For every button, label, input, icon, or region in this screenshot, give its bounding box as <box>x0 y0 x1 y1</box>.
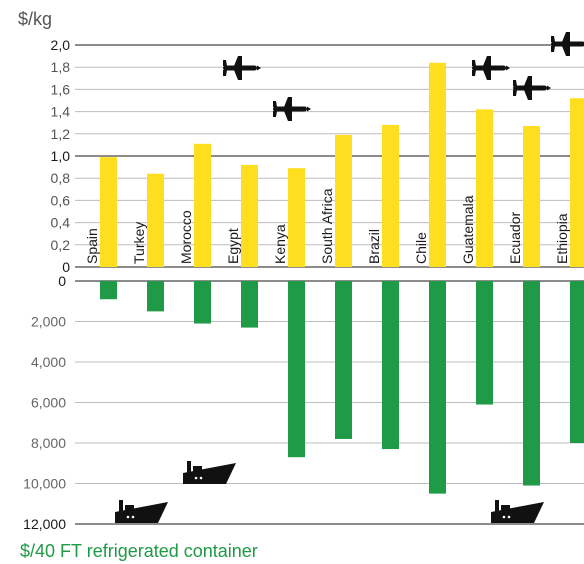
country-label: Kenya <box>272 224 288 264</box>
bottom-bar <box>429 281 446 494</box>
bottom-bar <box>100 281 117 300</box>
country-label: Spain <box>84 228 100 264</box>
plane-icon <box>513 76 551 100</box>
bottom-bar <box>147 281 164 312</box>
bottom-y-tick-label: 12,000 <box>23 516 66 532</box>
tick-labels: 0 0,2 0,4 0,6 0,8 1,0 1,2 1,4 1,6 1,8 2,0 0 2,000 4,0… <box>23 37 70 532</box>
country-label: Egypt <box>225 228 241 264</box>
plane-icon <box>551 32 584 56</box>
top-y-tick-label: 0,2 <box>51 237 71 253</box>
top-y-tick-label: 0,8 <box>51 170 71 186</box>
bottom-bars <box>100 281 584 494</box>
top-y-tick-label: 0 <box>62 259 70 275</box>
country-label: Guatemala <box>460 195 476 264</box>
bottom-y-tick-label: 4,000 <box>31 354 66 370</box>
top-y-tick-label: 0,6 <box>51 192 71 208</box>
country-label: Morocco <box>178 210 194 264</box>
bottom-y-tick-label: 0 <box>58 273 66 289</box>
top-bar <box>382 124 399 267</box>
top-y-tick-label: 1,4 <box>51 104 71 120</box>
plane-icon <box>472 56 510 80</box>
bottom-bar <box>288 281 305 458</box>
top-y-axis-unit: $/kg <box>18 9 52 29</box>
country-labels: Spain Turkey Morocco Egypt Kenya South Africa… <box>84 188 570 264</box>
top-bar <box>523 126 540 267</box>
top-bar <box>335 134 352 267</box>
ship-icon <box>491 500 544 523</box>
top-bar <box>194 143 211 267</box>
country-label: Chile <box>413 232 429 264</box>
bottom-gridlines <box>75 280 584 525</box>
bottom-bar <box>382 281 399 450</box>
top-y-tick-label: 1,8 <box>51 59 71 75</box>
bottom-bar <box>523 281 540 486</box>
country-label: South Africa <box>319 188 335 264</box>
top-bar <box>100 157 117 267</box>
top-y-tick-label: 1,0 <box>51 148 71 164</box>
top-bar <box>429 62 446 268</box>
ship-icon <box>183 461 236 484</box>
bottom-bar <box>335 281 352 439</box>
top-bar <box>241 164 258 267</box>
top-bar <box>570 98 584 267</box>
top-y-tick-label: 1,6 <box>51 81 71 97</box>
plane-icon <box>273 97 311 121</box>
top-bar <box>147 173 164 267</box>
top-y-tick-label: 0,4 <box>51 215 71 231</box>
bottom-y-tick-label: 8,000 <box>31 435 66 451</box>
plane-icon <box>223 56 261 80</box>
bottom-bar <box>570 281 584 443</box>
bottom-bar <box>476 281 493 405</box>
bottom-bar <box>241 281 258 328</box>
country-label: Turkey <box>131 222 147 264</box>
bottom-y-axis-unit: $/40 FT refrigerated container <box>20 541 258 561</box>
top-y-tick-label: 2,0 <box>51 37 71 53</box>
bottom-y-tick-label: 2,000 <box>31 314 66 330</box>
top-bar <box>288 168 305 267</box>
top-bar <box>476 109 493 267</box>
top-y-tick-label: 1,2 <box>51 126 71 142</box>
transport-icons <box>115 32 584 523</box>
bottom-y-tick-label: 10,000 <box>23 476 66 492</box>
country-label: Ethiopia <box>554 213 570 264</box>
country-label: Ecuador <box>507 212 523 264</box>
country-label: Brazil <box>366 229 382 264</box>
ship-icon <box>115 500 168 523</box>
bottom-bar <box>194 281 211 324</box>
top-bars <box>100 62 584 268</box>
bottom-y-tick-label: 6,000 <box>31 395 66 411</box>
